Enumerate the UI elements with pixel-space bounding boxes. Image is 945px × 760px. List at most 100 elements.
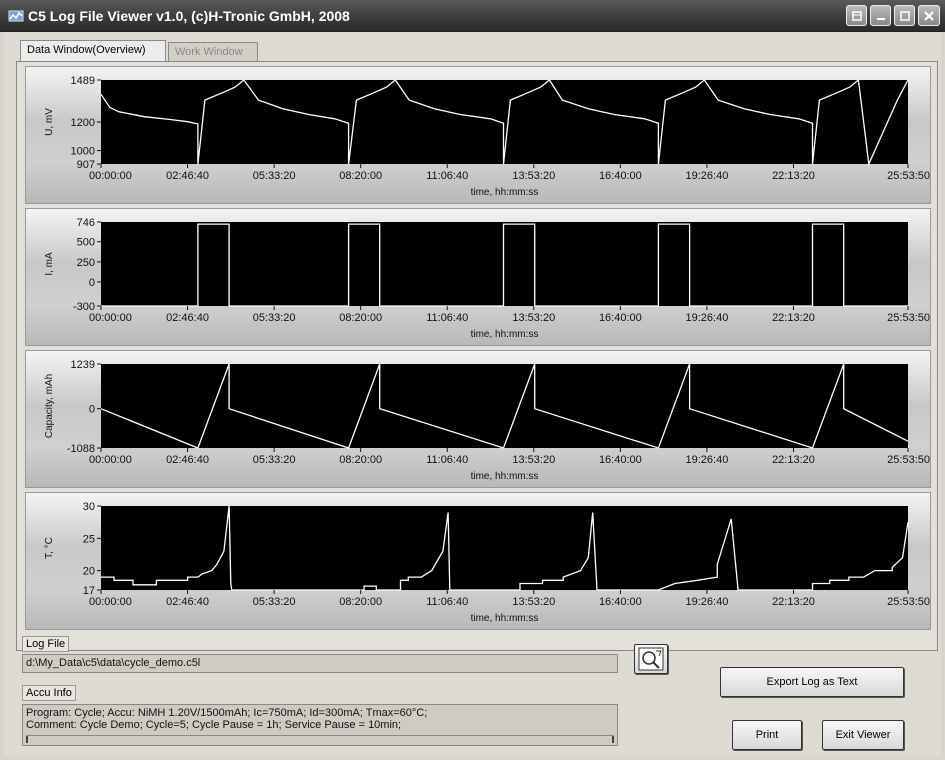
y-tick-label: 30 [83, 501, 95, 513]
y-axis-label: U, mV [44, 108, 55, 136]
x-axis-label: time, hh:mm:ss [471, 187, 539, 198]
y-tick-label: 20 [83, 566, 95, 578]
x-tick-label: 22:13:20 [772, 454, 815, 466]
x-tick-label: 16:40:00 [599, 596, 642, 608]
accu-info-label: Accu Info [22, 685, 76, 701]
series-line [100, 78, 909, 167]
y-tick-label: -300 [73, 301, 95, 313]
x-tick-label: 02:46:40 [166, 596, 209, 608]
series-line [101, 223, 908, 307]
y-tick-label: 1489 [71, 75, 95, 87]
x-tick-label: 05:33:20 [253, 596, 296, 608]
temperature-chart: 30 25 20 17 T, °C 00:00:00 02:46:40 05:33:20 08:… [25, 492, 931, 630]
y-tick-label: 1000 [71, 146, 95, 158]
temperature-chart-svg: 30 25 20 17 T, °C 00:00:00 02:46:40 05:33:20 08:… [44, 501, 930, 624]
current-chart-svg: 746 500 250 0 -300 I, mA 00:00:00 02:46:40 05:33… [44, 217, 930, 340]
y-tick-label: 1200 [71, 117, 95, 129]
x-tick-label: 00:00:00 [89, 170, 132, 182]
y-tick-label: 500 [77, 237, 95, 249]
x-tick-label: 13:53:20 [512, 596, 555, 608]
x-tick-label: 08:20:00 [339, 454, 382, 466]
voltage-chart: 1489 1200 1000 907 U, mV 00:00:00 02:46:40 05:3… [25, 66, 931, 204]
horizontal-scrollbar[interactable] [26, 735, 614, 743]
y-axis-label: T, °C [44, 537, 55, 559]
close-icon[interactable] [918, 5, 940, 26]
x-tick-label: 19:26:40 [686, 596, 729, 608]
log-file-path-field[interactable]: d:\My_Data\c5\data\cycle_demo.c5l [22, 654, 618, 673]
x-tick-label: 08:20:00 [339, 170, 382, 182]
accu-info-field: Program: Cycle; Accu: NiMH 1.20V/1500mAh… [22, 704, 618, 746]
x-tick-label: 02:46:40 [166, 454, 209, 466]
x-tick-label: 08:20:00 [339, 596, 382, 608]
x-axis-label: time, hh:mm:ss [471, 613, 539, 624]
x-tick-label: 19:26:40 [686, 170, 729, 182]
x-tick-label: 16:40:00 [599, 170, 642, 182]
x-tick-label: 13:53:20 [512, 170, 555, 182]
app-icon [8, 10, 24, 22]
restore-icon[interactable] [846, 5, 867, 26]
x-tick-label: 08:20:00 [339, 312, 382, 324]
tab-data-window[interactable]: Data Window(Overview) [20, 40, 166, 62]
x-tick-label: 11:06:40 [426, 596, 468, 608]
scrollbar-left-thumb[interactable] [26, 736, 30, 743]
plot-area [101, 222, 908, 306]
x-tick-label: 05:33:20 [253, 312, 296, 324]
x-tick-label: 25:53:50 [887, 170, 930, 182]
y-tick-label: 0 [89, 404, 95, 416]
x-tick-label: 02:46:40 [166, 170, 209, 182]
open-file-button[interactable] [634, 644, 668, 674]
x-tick-label: 19:26:40 [686, 454, 729, 466]
x-tick-label: 19:26:40 [686, 312, 729, 324]
current-chart: 746 500 250 0 -300 I, mA 00:00:00 02:46:40 05:33… [25, 208, 931, 346]
print-button[interactable]: Print [732, 720, 802, 750]
series-line [101, 505, 909, 591]
x-tick-label: 22:13:20 [772, 312, 815, 324]
window-body: Data Window(Overview) Work Window 1489 12… [4, 32, 941, 756]
y-tick-label: 1239 [71, 359, 95, 371]
data-window-panel: 1489 1200 1000 907 U, mV 00:00:00 02:46:40 05:3… [16, 61, 938, 651]
x-tick-label: 22:13:20 [772, 596, 815, 608]
y-tick-label: 0 [89, 277, 95, 289]
accu-info-line1: Program: Cycle; Accu: NiMH 1.20V/1500mAh… [26, 707, 428, 719]
y-axis-label: I, mA [44, 252, 55, 276]
tab-work-window[interactable]: Work Window [168, 42, 258, 62]
x-tick-label: 25:53:50 [887, 596, 930, 608]
x-tick-label: 00:00:00 [89, 454, 132, 466]
y-tick-label: 25 [83, 533, 95, 545]
x-tick-label: 05:33:20 [253, 170, 296, 182]
scrollbar-right-thumb[interactable] [610, 736, 614, 743]
x-tick-label: 16:40:00 [599, 454, 642, 466]
y-axis-label: Capacity, mAh [44, 374, 55, 438]
y-tick-label: 17 [83, 585, 95, 597]
x-tick-label: 22:13:20 [772, 170, 815, 182]
magnifier-icon [638, 647, 664, 671]
x-tick-label: 05:33:20 [253, 454, 296, 466]
capacity-chart-svg: 1239 0 -1088 Capacity, mAh 00:00:00 02:46:40 0… [44, 359, 930, 482]
title-bar: C5 Log File Viewer v1.0, (c)H-Tronic Gmb… [0, 0, 945, 32]
x-tick-label: 13:53:20 [512, 312, 555, 324]
x-tick-label: 11:06:40 [426, 170, 468, 182]
x-tick-label: 16:40:00 [599, 312, 642, 324]
y-tick-label: 250 [77, 257, 95, 269]
plot-area [101, 364, 908, 448]
minimize-icon[interactable] [870, 5, 891, 26]
exit-viewer-button[interactable]: Exit Viewer [822, 720, 904, 750]
x-tick-label: 11:06:40 [426, 454, 468, 466]
export-log-button[interactable]: Export Log as Text [720, 667, 904, 697]
y-tick-label: 907 [77, 159, 95, 171]
y-tick-label: -1088 [67, 443, 95, 455]
x-tick-label: 00:00:00 [89, 596, 132, 608]
y-tick-label: 746 [77, 217, 95, 229]
x-tick-label: 25:53:50 [887, 454, 930, 466]
capacity-chart: 1239 0 -1088 Capacity, mAh 00:00:00 02:46:40 0… [25, 350, 931, 488]
window-title: C5 Log File Viewer v1.0, (c)H-Tronic Gmb… [28, 8, 350, 24]
series-line [100, 363, 909, 449]
accu-info-line2: Comment: Cycle Demo; Cycle=5; Cycle Paus… [26, 719, 402, 731]
maximize-icon[interactable] [894, 5, 915, 26]
x-tick-label: 02:46:40 [166, 312, 209, 324]
x-tick-label: 25:53:50 [887, 312, 930, 324]
x-axis-label: time, hh:mm:ss [471, 471, 539, 482]
x-tick-label: 00:00:00 [89, 312, 132, 324]
plot-area [101, 506, 908, 590]
